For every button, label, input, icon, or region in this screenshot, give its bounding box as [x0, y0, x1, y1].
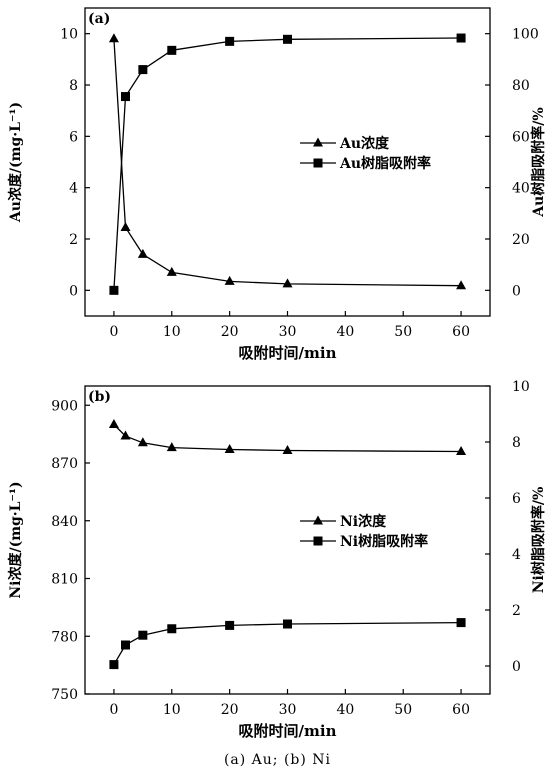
- panel-a-yleft-tick-label: 2: [69, 232, 78, 248]
- panel-b-label: (b): [88, 389, 111, 405]
- panel-b-frame: [84, 385, 491, 695]
- panel-a-square-point: [109, 285, 119, 295]
- panel-b-yright-tick-label: 2: [512, 603, 521, 619]
- panel-b-legend-square-marker: [313, 536, 323, 546]
- panel-a-triangle-point: [224, 275, 235, 285]
- panel-a-triangle-point: [108, 33, 119, 43]
- panel-a-label: (a): [88, 11, 110, 27]
- panel-b-triangle-point: [456, 445, 467, 455]
- panel-b-x-tick-label: 20: [221, 702, 239, 718]
- panel-a-yleft-tick-label: 10: [60, 27, 78, 43]
- panel-b-x-tick-label: 30: [279, 702, 297, 718]
- panel-a-legend-label: Au树脂吸附率: [339, 155, 431, 172]
- panel-a-square-point: [456, 33, 466, 43]
- panel-b-yleft-tick-label: 900: [51, 398, 78, 414]
- panel-a-yright-tick-label: 20: [512, 232, 530, 248]
- panel-b-square-point: [138, 630, 148, 640]
- panel-b-x-tick-label: 40: [336, 702, 354, 718]
- panel-a-legend-triangle-marker: [313, 137, 323, 147]
- panel-b-triangle-point: [166, 442, 177, 452]
- panel-b-legend-label: Ni浓度: [340, 513, 387, 530]
- panel-b-series-1-line: [113, 621, 462, 665]
- panel-a-triangle-point: [137, 248, 148, 258]
- panel-b-triangle-point: [137, 437, 148, 447]
- panel-a-yleft-tick-label: 8: [69, 78, 78, 94]
- panel-b-square-point: [167, 624, 177, 634]
- panel-b-yleft-tick-label: 780: [51, 629, 78, 645]
- panel-b-x-axis-label: 吸附时间/min: [239, 722, 337, 740]
- panel-a-square-point: [167, 45, 177, 55]
- panel-b-yleft-tick-label: 840: [51, 514, 78, 530]
- panel-b-y-left-axis-label: Ni浓度/(mg·L⁻¹): [7, 481, 24, 598]
- panel-b-x-tick-label: 0: [109, 702, 118, 718]
- panel-b-square-point: [225, 620, 235, 630]
- panel-a-legend-label: Au浓度: [339, 135, 390, 152]
- panel-b-legend-triangle-marker: [313, 515, 323, 525]
- panel-a-square-point: [138, 65, 148, 75]
- panel-b-x-tick-label: 50: [394, 702, 412, 718]
- panel-b-triangle-point: [224, 444, 235, 454]
- panel-b-yright-tick-label: 10: [512, 379, 530, 395]
- panel-a-triangle-point: [166, 266, 177, 276]
- panel-b-y-right-axis-label: Ni树脂吸附率/%: [530, 487, 547, 594]
- panel-a-x-tick-label: 10: [163, 324, 181, 340]
- panel-a-triangle-point: [120, 221, 131, 231]
- panel-a-x-tick-label: 0: [109, 324, 118, 340]
- figure-caption: (a) Au; (b) Ni: [223, 752, 332, 768]
- panel-b-triangle-point: [282, 444, 293, 454]
- panel-a-triangle-point: [282, 278, 293, 288]
- panel-a-yright-tick-label: 0: [512, 283, 521, 299]
- panel-a-yright-tick-label: 80: [512, 78, 530, 94]
- panel-a-legend-square-marker: [313, 158, 323, 168]
- panel-a-x-tick-label: 50: [394, 324, 412, 340]
- panel-b-square-point: [109, 660, 119, 670]
- panel-b-yright-tick-label: 6: [512, 491, 521, 507]
- panel-a-yleft-tick-label: 0: [69, 283, 78, 299]
- panel-a-y-left-axis-label: Au浓度/(mg·L⁻¹): [7, 102, 24, 223]
- panel-b-yright-tick-label: 4: [512, 547, 521, 563]
- panel-a-yright-tick-label: 40: [512, 181, 530, 197]
- panel-a-triangle-point: [456, 280, 467, 290]
- panel-b-square-point: [121, 640, 130, 650]
- panel-a-square-point: [121, 92, 130, 102]
- panel-b-yleft-tick-label: 810: [51, 572, 78, 588]
- panel-a-x-tick-label: 20: [221, 324, 239, 340]
- panel-a-y-right-axis-label: Au树脂吸附率/%: [530, 107, 547, 217]
- panel-a-yright-tick-label: 100: [512, 27, 539, 43]
- panel-b-square-point: [283, 619, 292, 629]
- panel-a-x-tick-label: 60: [452, 324, 470, 340]
- panel-a-x-tick-label: 40: [336, 324, 354, 340]
- panel-b-yright-tick-label: 8: [512, 435, 521, 451]
- panel-a-yleft-tick-label: 6: [69, 129, 78, 145]
- panel-a-square-point: [225, 36, 235, 46]
- panel-b-x-tick-label: 10: [163, 702, 181, 718]
- panel-a-x-axis-label: 吸附时间/min: [239, 344, 337, 362]
- panel-b-triangle-point: [108, 419, 119, 428]
- panel-b-yleft-tick-label: 750: [51, 687, 78, 703]
- panel-b-yleft-tick-label: 870: [51, 456, 78, 472]
- panel-b-square-point: [456, 618, 466, 628]
- panel-a-square-point: [283, 34, 292, 44]
- panel-b-triangle-point: [120, 430, 131, 440]
- panel-a-yleft-tick-label: 4: [69, 181, 78, 197]
- panel-b-x-tick-label: 60: [452, 702, 470, 718]
- panel-b-yright-tick-label: 0: [512, 659, 521, 675]
- panel-b-legend-label: Ni树脂吸附率: [340, 533, 428, 550]
- panel-a-yright-tick-label: 60: [512, 129, 530, 145]
- panel-a-x-tick-label: 30: [279, 324, 297, 340]
